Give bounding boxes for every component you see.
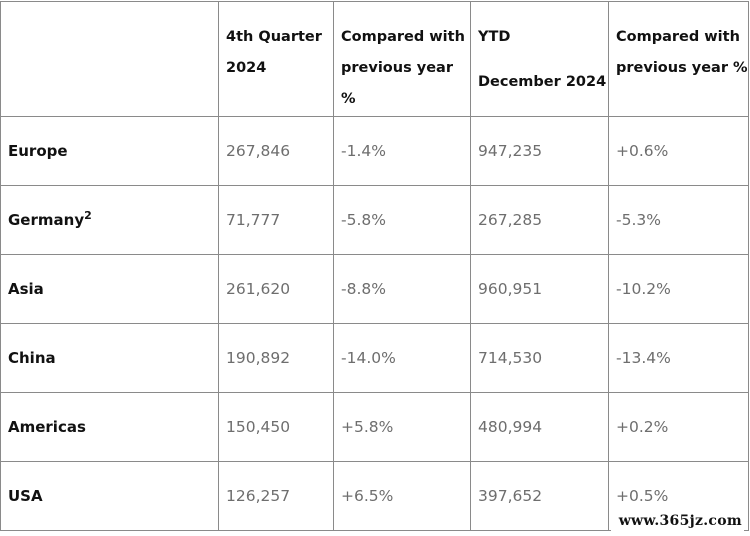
header-q4: 4th Quarter 2024 bbox=[218, 1, 334, 117]
q4-change-cell: -14.0% bbox=[333, 323, 471, 393]
q4-change-cell: +6.5% bbox=[333, 461, 471, 531]
table-row: Asia 261,620 -8.8% 960,951 -10.2% bbox=[0, 254, 749, 324]
region-name: Americas bbox=[8, 418, 86, 436]
region-name: USA bbox=[8, 487, 43, 505]
q4-cell: 267,846 bbox=[218, 116, 334, 186]
ytd-cell: 397,652 bbox=[470, 461, 609, 531]
header-ytd-line1: YTD bbox=[478, 29, 511, 45]
header-row: 4th Quarter 2024 Compared with previous … bbox=[0, 1, 749, 117]
q4-cell: 150,450 bbox=[218, 392, 334, 462]
q4-change-cell: +5.8% bbox=[333, 392, 471, 462]
q4-change-cell: -8.8% bbox=[333, 254, 471, 324]
ytd-cell: 714,530 bbox=[470, 323, 609, 393]
region-name: Europe bbox=[8, 142, 68, 160]
region-cell: USA bbox=[0, 461, 219, 531]
ytd-cell: 947,235 bbox=[470, 116, 609, 186]
header-ytd-line2: December 2024 bbox=[478, 74, 607, 90]
ytd-change-cell: +0.6% bbox=[608, 116, 749, 186]
table-row: China 190,892 -14.0% 714,530 -13.4% bbox=[0, 323, 749, 393]
table-row: Europe 267,846 -1.4% 947,235 +0.6% bbox=[0, 116, 749, 186]
header-ytd-change: Compared with previous year % bbox=[608, 1, 749, 117]
header-ytd: YTD December 2024 bbox=[470, 1, 609, 117]
region-name: Asia bbox=[8, 280, 44, 298]
ytd-change-cell: -10.2% bbox=[608, 254, 749, 324]
ytd-change-cell: -5.3% bbox=[608, 185, 749, 255]
q4-cell: 126,257 bbox=[218, 461, 334, 531]
ytd-change-cell: -13.4% bbox=[608, 323, 749, 393]
region-cell: Germany2 bbox=[0, 185, 219, 255]
ytd-change-cell: +0.2% bbox=[608, 392, 749, 462]
header-region bbox=[0, 1, 219, 117]
table-row: Germany2 71,777 -5.8% 267,285 -5.3% bbox=[0, 185, 749, 255]
header-q4-change: Compared with previous year % bbox=[333, 1, 471, 117]
q4-cell: 261,620 bbox=[218, 254, 334, 324]
q4-change-cell: -5.8% bbox=[333, 185, 471, 255]
region-name: China bbox=[8, 349, 56, 367]
watermark-text: www.365jz.com bbox=[610, 510, 744, 532]
table-row: Americas 150,450 +5.8% 480,994 +0.2% bbox=[0, 392, 749, 462]
region-cell: Americas bbox=[0, 392, 219, 462]
region-cell: Europe bbox=[0, 116, 219, 186]
q4-change-cell: -1.4% bbox=[333, 116, 471, 186]
ytd-cell: 960,951 bbox=[470, 254, 609, 324]
ytd-cell: 480,994 bbox=[470, 392, 609, 462]
q4-cell: 190,892 bbox=[218, 323, 334, 393]
region-cell: Asia bbox=[0, 254, 219, 324]
region-name: Germany bbox=[8, 211, 85, 229]
ytd-cell: 267,285 bbox=[470, 185, 609, 255]
region-cell: China bbox=[0, 323, 219, 393]
footnote-marker: 2 bbox=[84, 209, 92, 222]
q4-cell: 71,777 bbox=[218, 185, 334, 255]
